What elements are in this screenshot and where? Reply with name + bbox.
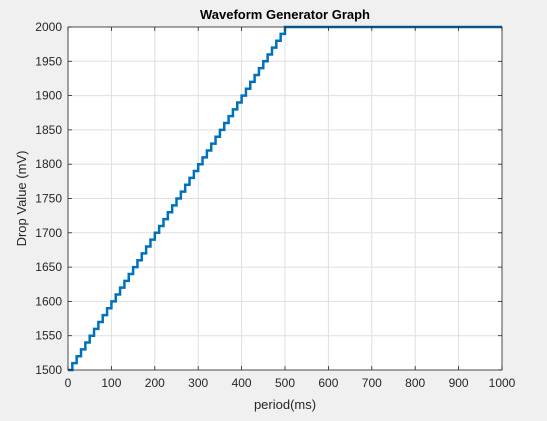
x-tick-label: 500 (275, 376, 295, 390)
y-tick-labels: 1500 1550 1600 1650 1700 1750 1800 1850 1900 1950… (35, 20, 62, 377)
y-tick-label: 1700 (35, 226, 62, 240)
y-tick-label: 1850 (35, 123, 62, 137)
y-tick-label: 1650 (35, 260, 62, 274)
y-tick-label: 1600 (35, 294, 62, 308)
tick-marks (67, 26, 503, 371)
x-tick-labels: 0 100 200 300 400 500 600 700 800 900 1000 (65, 376, 516, 390)
y-axis-label: Drop Value (mV) (14, 151, 29, 247)
x-tick-label: 800 (405, 376, 425, 390)
x-tick-label: 900 (449, 376, 469, 390)
x-tick-label: 0 (65, 376, 72, 390)
y-tick-label: 1750 (35, 192, 62, 206)
chart-title: Waveform Generator Graph (200, 7, 370, 22)
y-tick-label: 1800 (35, 157, 62, 171)
x-tick-label: 600 (318, 376, 338, 390)
x-tick-label: 400 (232, 376, 252, 390)
y-tick-label: 1950 (35, 54, 62, 68)
x-axis-label: period(ms) (254, 397, 316, 412)
series-layer (68, 25, 502, 372)
series-line (68, 25, 502, 372)
x-tick-label: 100 (101, 376, 121, 390)
y-tick-label: 1500 (35, 363, 62, 377)
x-tick-label: 200 (145, 376, 165, 390)
y-tick-label: 1900 (35, 89, 62, 103)
y-tick-label: 1550 (35, 329, 62, 343)
y-tick-label: 2000 (35, 20, 62, 34)
x-tick-label: 700 (362, 376, 382, 390)
x-tick-label: 1000 (489, 376, 516, 390)
x-tick-label: 300 (188, 376, 208, 390)
